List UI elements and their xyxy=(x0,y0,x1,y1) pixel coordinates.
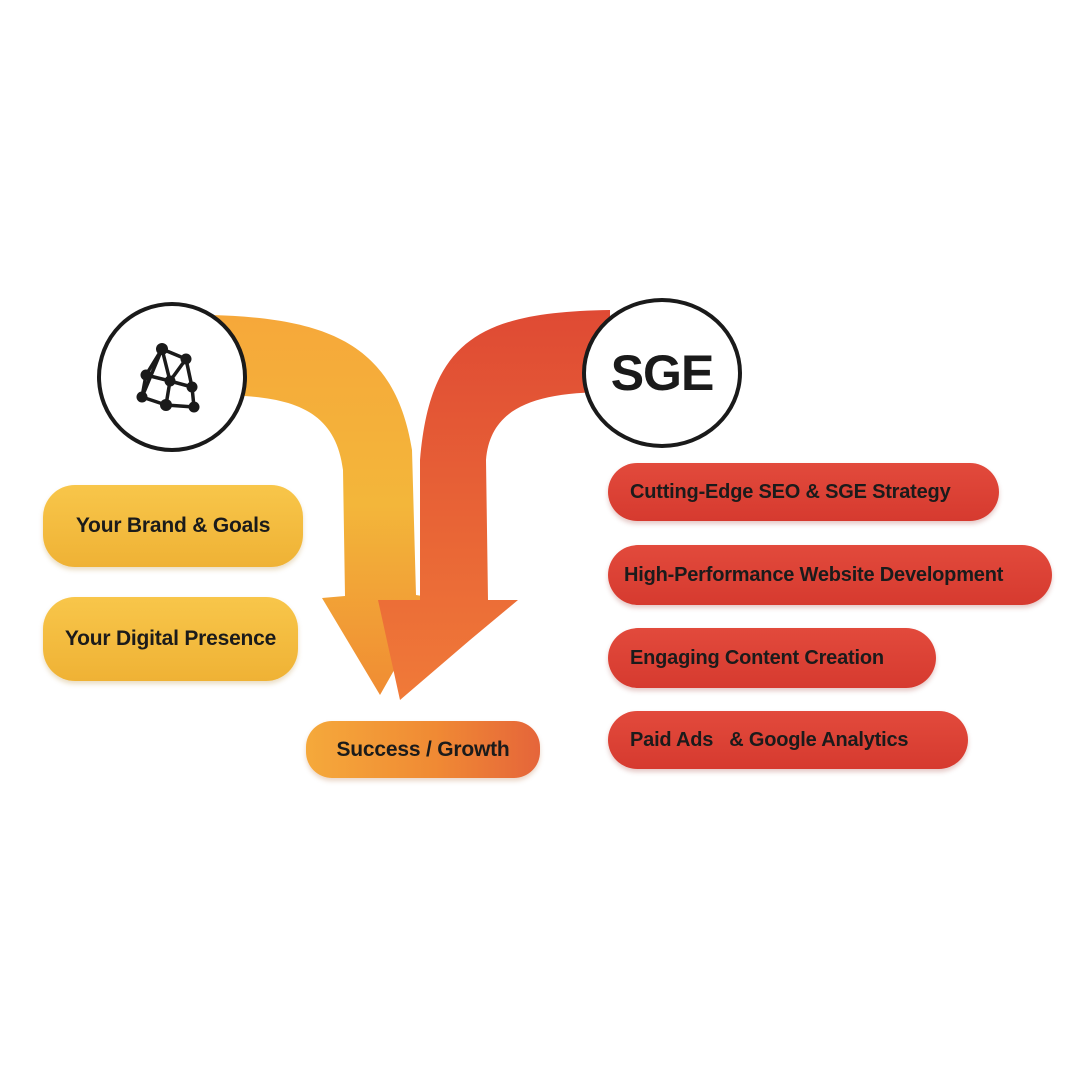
paid-ads-analytics-label: Paid Ads & Google Analytics xyxy=(630,728,909,751)
website-development-label: High-Performance Website Development xyxy=(624,563,1004,586)
red-flow-arrow xyxy=(378,310,610,700)
digital-presence-pill: Your Digital Presence xyxy=(43,597,298,681)
success-growth-label: Success / Growth xyxy=(336,737,510,761)
network-graph-icon xyxy=(136,343,200,413)
content-creation-label: Engaging Content Creation xyxy=(630,646,884,669)
seo-sge-strategy-label: Cutting-Edge SEO & SGE Strategy xyxy=(630,480,951,503)
paid-ads-analytics-pill: Paid Ads & Google Analytics xyxy=(608,711,968,769)
network-node-circle xyxy=(97,302,247,452)
content-creation-pill: Engaging Content Creation xyxy=(608,628,936,688)
digital-presence-label: Your Digital Presence xyxy=(64,627,277,650)
brand-goals-pill: Your Brand & Goals xyxy=(43,485,303,567)
success-growth-pill: Success / Growth xyxy=(306,721,540,778)
sge-label: SGE xyxy=(610,345,715,401)
seo-sge-strategy-pill: Cutting-Edge SEO & SGE Strategy xyxy=(608,463,999,521)
website-development-pill: High-Performance Website Development xyxy=(608,545,1052,605)
brand-goals-label: Your Brand & Goals xyxy=(75,514,271,537)
sge-node-circle: SGE xyxy=(582,298,742,448)
